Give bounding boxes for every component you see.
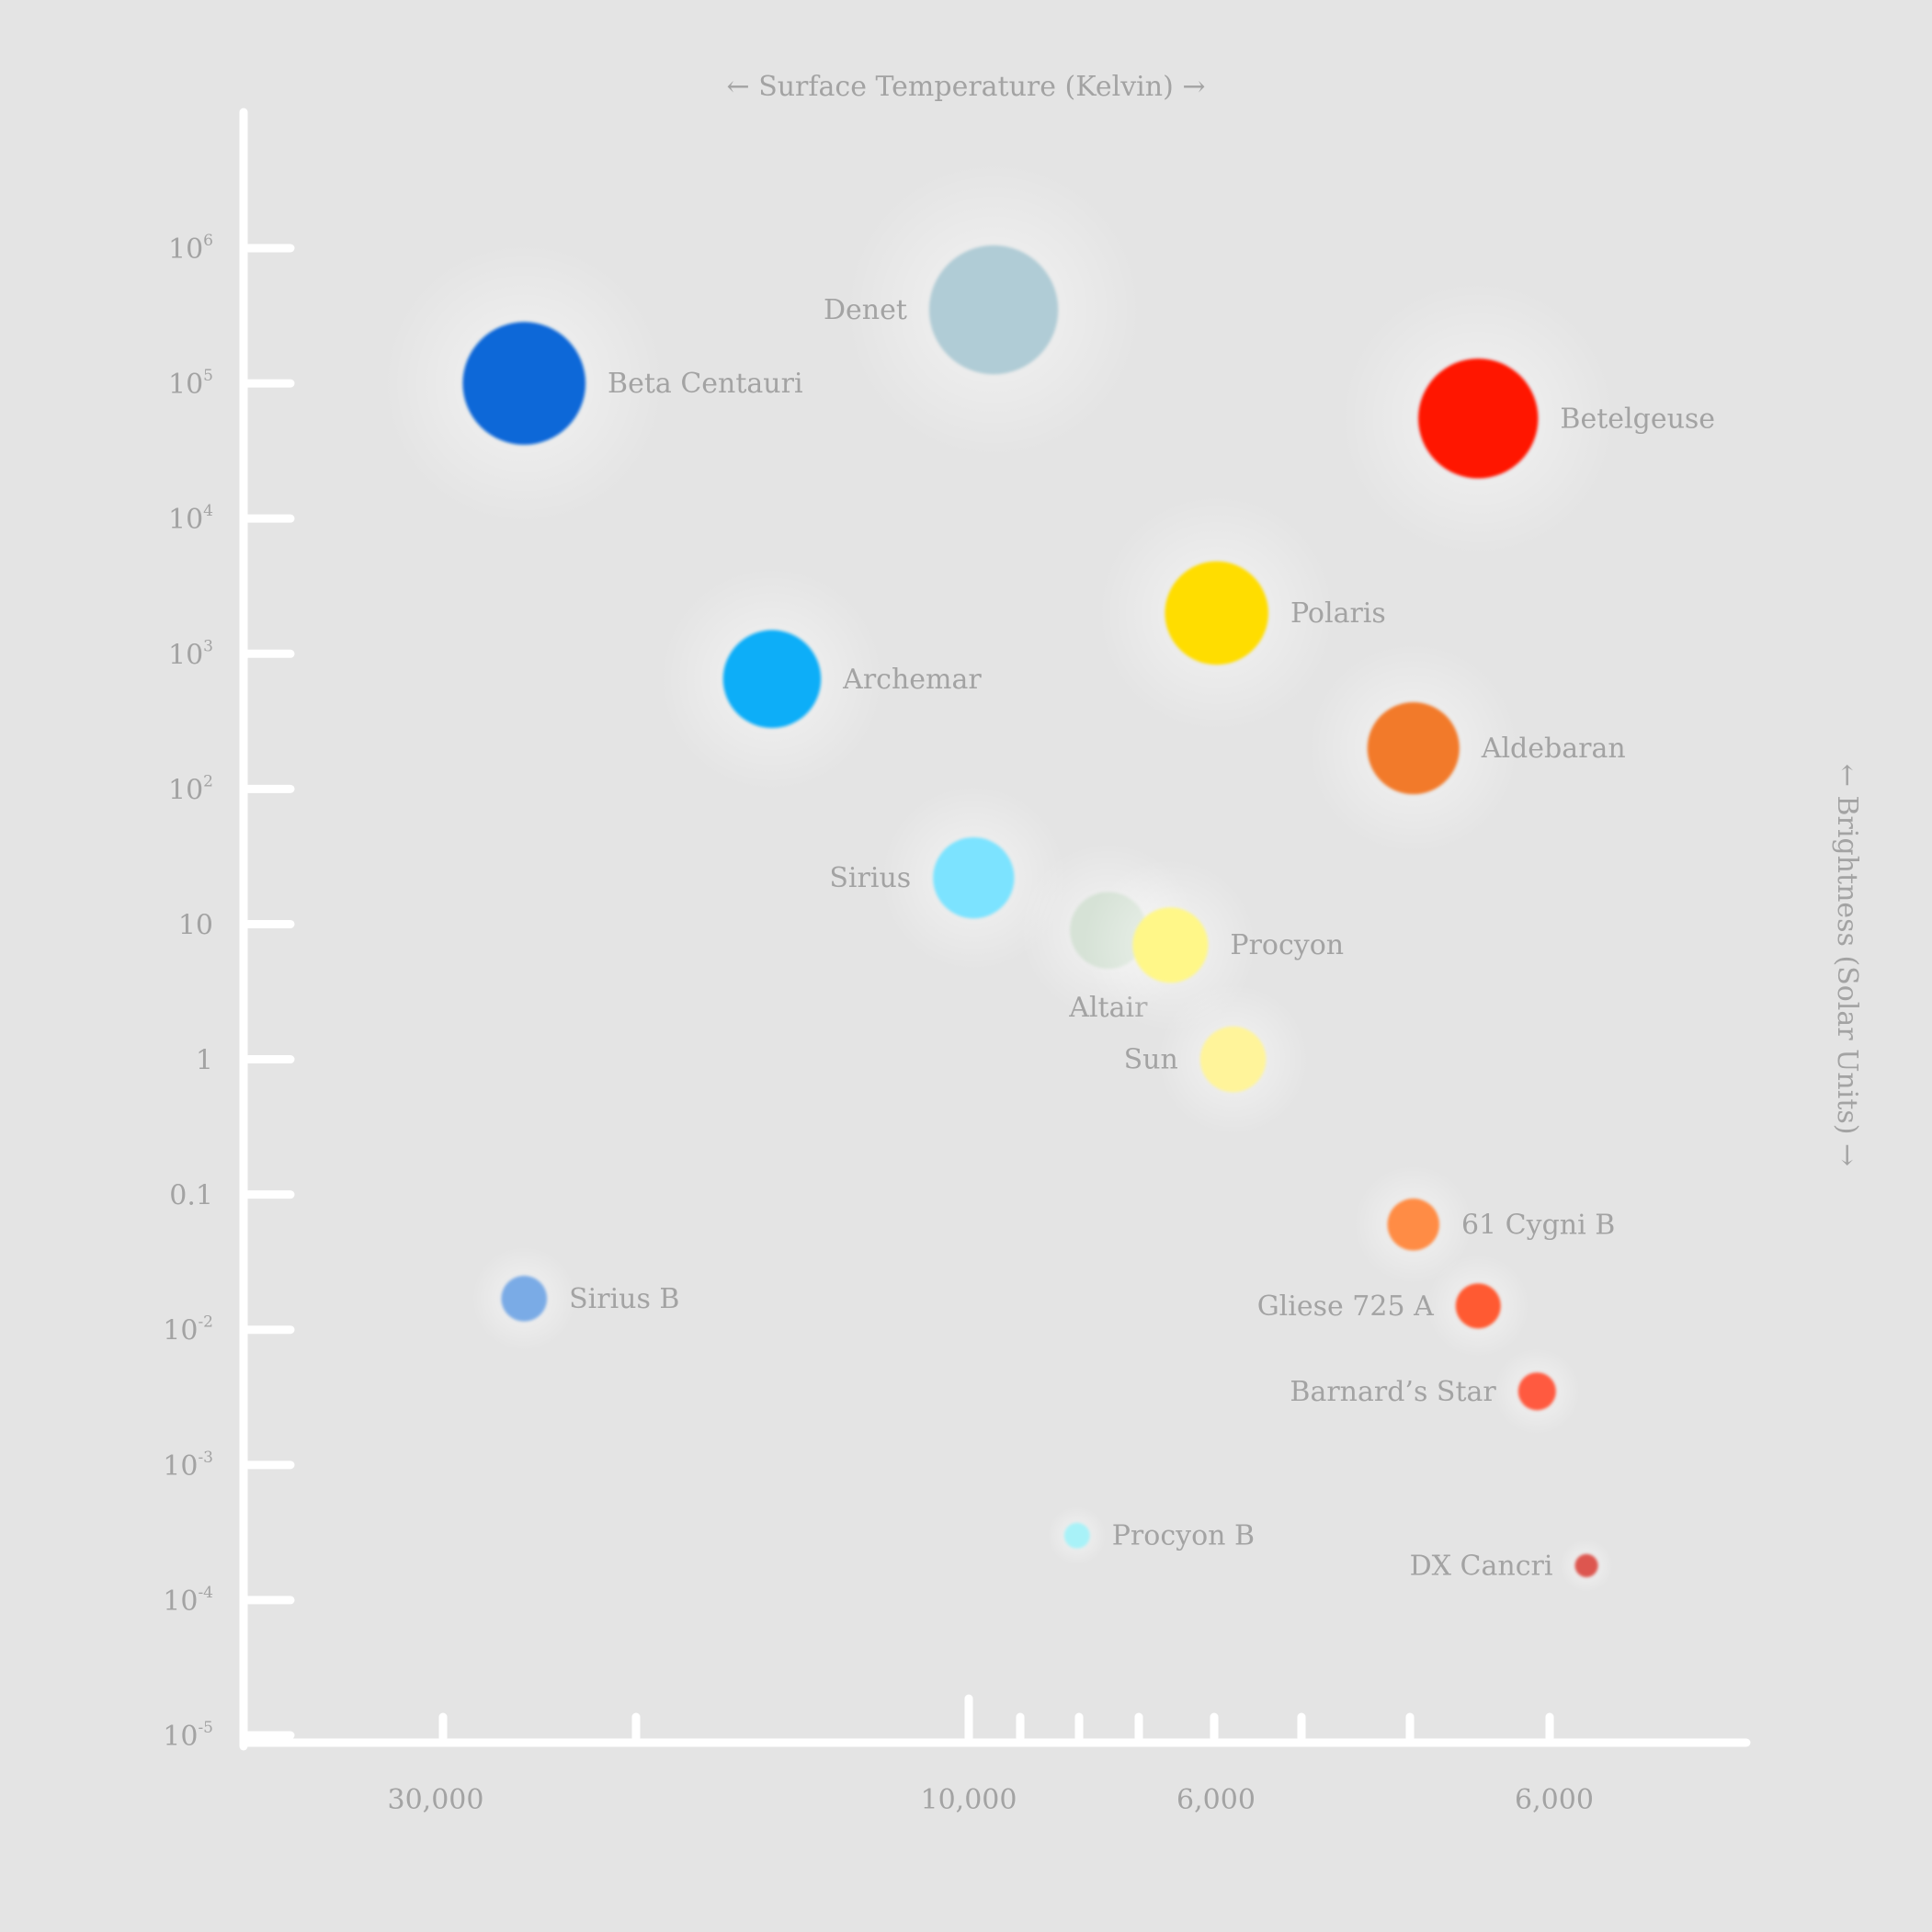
- star-label: Beta Centauri: [608, 368, 803, 400]
- star-beta-centauri: Beta Centauri: [382, 242, 803, 525]
- star-label: Sun: [1124, 1044, 1178, 1076]
- star-denet: Denet: [824, 161, 1142, 459]
- star-label: Aldebaran: [1481, 733, 1626, 765]
- star-61-cygni-b: 61 Cygni B: [1353, 1165, 1615, 1285]
- star-sirius: Sirius: [829, 784, 1067, 972]
- star-dot: [1574, 1553, 1598, 1577]
- star-procyon-b: Procyon B: [1047, 1506, 1255, 1565]
- star-dot: [1387, 1199, 1439, 1251]
- x-axis-tick-labels: 30,000 10,000 6,000 6,000: [388, 1784, 1594, 1816]
- star-label: Sirius: [829, 862, 911, 894]
- star-label: Polaris: [1290, 597, 1386, 630]
- star-label: Barnard’s Star: [1290, 1376, 1496, 1408]
- star-archemar: Archemar: [659, 566, 982, 792]
- star-dot: [933, 836, 1015, 919]
- star-label: DX Cancri: [1410, 1550, 1553, 1582]
- y-tick-label: 103: [168, 637, 213, 671]
- y-tick-label: 0.1: [169, 1180, 213, 1212]
- star-dot: [462, 322, 586, 445]
- star-label: Archemar: [842, 664, 982, 696]
- star-dot: [1199, 1026, 1267, 1093]
- y-tick-label: 105: [168, 367, 213, 401]
- star-markers: Beta Centauri Denet Betelgeuse Polaris Arche…: [382, 161, 1715, 1593]
- y-tick-label: 10-4: [163, 1584, 213, 1618]
- y-tick-label: 10: [178, 909, 213, 941]
- x-tick-label-6000a: 6,000: [1176, 1784, 1256, 1816]
- star-label: Denet: [824, 294, 907, 326]
- y-axis-title: ← Brightness (Solar Units) →: [1831, 764, 1863, 1166]
- y-tick-label: 104: [168, 502, 213, 536]
- x-axis-title: ← Surface Temperature (Kelvin) →: [727, 71, 1206, 103]
- star-label: 61 Cygni B: [1461, 1209, 1615, 1241]
- star-polaris: Polaris: [1097, 494, 1386, 733]
- star-label: Sirius B: [569, 1283, 679, 1315]
- x-axis-ticks: [438, 1694, 1554, 1744]
- star-dot: [1455, 1283, 1501, 1329]
- star-dot: [1165, 561, 1268, 665]
- star-label: Procyon B: [1112, 1520, 1255, 1552]
- star-dot: [1132, 907, 1209, 983]
- star-gliese-725-a: Gliese 725 A: [1257, 1254, 1530, 1358]
- star-betelgeuse: Betelgeuse: [1340, 280, 1715, 557]
- x-tick-label-30000: 30,000: [388, 1784, 484, 1816]
- star-dot: [722, 630, 822, 729]
- star-label: Gliese 725 A: [1257, 1290, 1434, 1323]
- star-dot: [501, 1276, 548, 1322]
- star-sun: Sun: [1124, 983, 1309, 1135]
- y-tick-label: 1: [196, 1045, 213, 1077]
- star-dot: [928, 244, 1059, 375]
- y-tick-label: 102: [168, 772, 213, 806]
- star-dot: [1367, 702, 1460, 795]
- x-tick-label-6000b: 6,000: [1515, 1784, 1594, 1816]
- star-barnard-s-star: Barnard’s Star: [1290, 1347, 1581, 1436]
- y-tick-label: 106: [168, 232, 213, 266]
- star-dot: [1063, 1522, 1090, 1549]
- y-tick-label: 10-5: [163, 1719, 213, 1753]
- star-label: Procyon: [1230, 929, 1344, 961]
- star-aldebaran: Aldebaran: [1307, 642, 1626, 855]
- x-tick-label-10000: 10,000: [921, 1784, 1017, 1816]
- star-label: Betelgeuse: [1560, 403, 1715, 435]
- star-sirius-b: Sirius B: [472, 1245, 679, 1351]
- star-dot: [1418, 358, 1539, 479]
- y-tick-label: 10-2: [163, 1313, 213, 1347]
- star-dot: [1517, 1372, 1556, 1411]
- star-dx-cancri: DX Cancri: [1410, 1539, 1613, 1593]
- y-tick-label: 10-3: [163, 1449, 213, 1483]
